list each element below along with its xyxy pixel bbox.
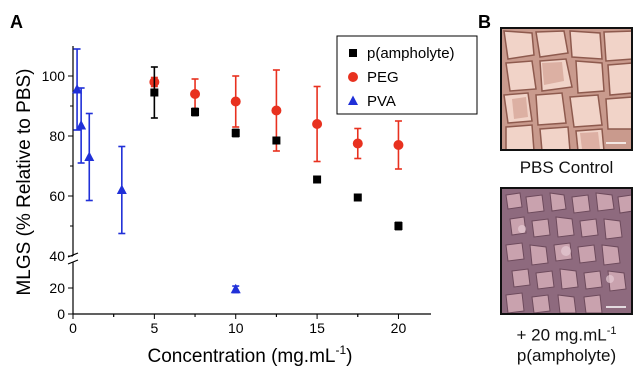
data-point: [272, 136, 281, 145]
x-tick-label: 5: [150, 320, 158, 336]
microscopy-pbs-control: [500, 27, 633, 151]
legend-marker: [348, 72, 358, 82]
legend: p(ampholyte) PEG PVA: [336, 35, 478, 115]
series-square: [150, 66, 403, 231]
caption-ampholyte: + 20 mg.mL-1 p(ampholyte): [500, 321, 633, 366]
data-point: [230, 96, 241, 107]
x-axis-title: Concentration (mg.mL-1): [148, 343, 353, 367]
legend-label: PVA: [367, 93, 396, 110]
data-point: [393, 140, 404, 150]
y-tick-label: 80: [49, 128, 65, 144]
y-axis-title: MLGS (% Relative to PBS): [14, 68, 35, 295]
data-point: [191, 108, 200, 116]
data-point: [312, 119, 323, 129]
y-tick-label: 20: [49, 280, 65, 296]
data-point: [190, 89, 201, 99]
data-point: [231, 129, 240, 137]
data-point: [150, 88, 159, 97]
y-tick-label: 0: [57, 306, 65, 322]
y-tick-label: 40: [49, 248, 65, 264]
data-point: [394, 222, 403, 230]
microscopy-pbs-image: [502, 29, 631, 149]
data-point: [72, 84, 83, 94]
legend-label: p(ampholyte): [367, 45, 455, 62]
axis-ticks: 0 5 10 15 20 40 60 80 100 0 20: [42, 68, 407, 336]
y-tick-label: 100: [42, 68, 66, 84]
x-tick-label: 15: [309, 320, 325, 336]
data-point: [271, 105, 282, 116]
microscopy-ampholyte-image: [502, 189, 631, 313]
caption-pbs-control: PBS Control: [519, 158, 614, 177]
plot-area: 0 5 10 15 20 40 60 80 100 0 20: [42, 46, 431, 336]
caption-ampholyte-line1: + 20 mg.mL: [516, 325, 607, 345]
series-triangle: [72, 48, 241, 294]
legend-label: PEG: [367, 69, 399, 86]
microscopy-ampholyte: [500, 187, 633, 315]
data-marks: [72, 48, 404, 294]
caption-ampholyte-line2: p(ampholyte): [516, 345, 617, 365]
legend-marker: [349, 49, 357, 57]
x-tick-label: 20: [391, 320, 407, 336]
data-point: [353, 193, 362, 202]
data-point: [116, 184, 127, 194]
panel-a-label: A: [10, 12, 23, 32]
legend-box: [336, 35, 478, 115]
data-point: [230, 283, 241, 294]
data-point: [313, 175, 322, 184]
panel-b-label: B: [478, 12, 491, 32]
data-point: [84, 151, 95, 161]
x-tick-label: 10: [228, 320, 244, 336]
legend-marker: [348, 95, 358, 105]
x-tick-label: 0: [69, 320, 77, 336]
axis-break-mark: [67, 259, 79, 265]
data-point: [76, 120, 87, 130]
data-point: [352, 138, 363, 149]
y-tick-label: 60: [49, 188, 65, 204]
caption-ampholyte-sup: -1: [606, 325, 617, 337]
